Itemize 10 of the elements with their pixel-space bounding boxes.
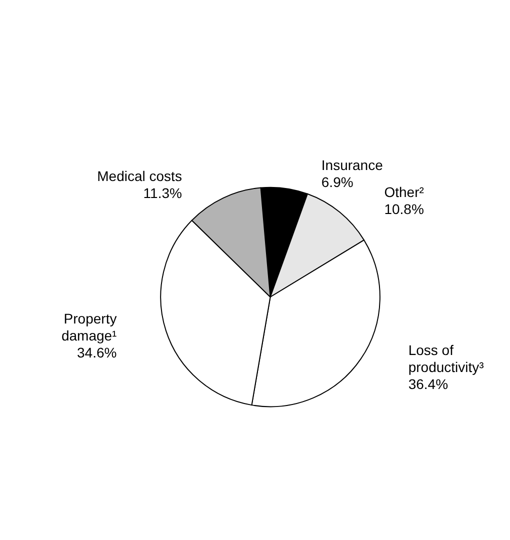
data-label: 6.9% — [321, 174, 354, 190]
slice-label: Property damage¹ — [61, 310, 118, 344]
data-label: 11.3% — [143, 184, 182, 201]
slice-label: Insurance — [321, 156, 384, 173]
slice-label: Loss of productivity³ — [408, 342, 484, 376]
data-label: 36.4% — [408, 376, 448, 392]
data-label: 10.8% — [384, 201, 424, 218]
slice-label: Medical costs — [97, 168, 182, 184]
slice-label: Other² — [384, 184, 424, 200]
data-label: 34.6% — [77, 344, 117, 360]
